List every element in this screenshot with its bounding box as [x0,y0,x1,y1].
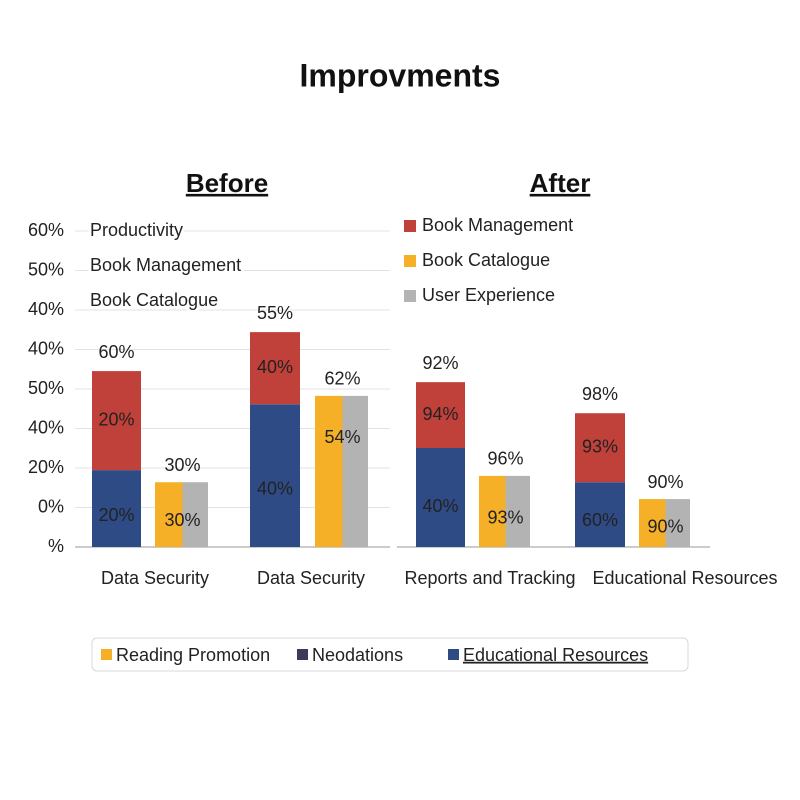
bar [505,475,530,547]
note: Productivity [90,220,183,240]
chart-title: Improvments [300,57,501,93]
value-label: 20% [98,409,134,429]
legend-swatch [448,649,459,660]
x-tick-label: Educational Resources [592,568,777,588]
bar-segment [575,413,625,483]
x-tick-label: Data Security [101,568,209,588]
value-label: 54% [324,427,360,447]
bar [155,482,183,547]
value-label: 93% [487,507,523,527]
panel-title: Before [186,168,268,198]
note: Book Catalogue [90,290,218,310]
legend-label: Book Catalogue [422,250,550,270]
total-label: 55% [257,303,293,323]
total-label: 92% [422,353,458,373]
bar-segment [250,404,300,547]
legend-swatch [404,255,416,267]
note: Book Management [90,255,241,275]
bar [182,482,208,547]
total-label: 30% [164,455,200,475]
bar-segment [575,482,625,547]
bar-segment [92,371,141,471]
y-tick-label: 40% [28,299,64,319]
bar-segment [416,382,465,448]
legend-swatch [297,649,308,660]
bar [342,395,368,547]
bar [639,499,666,547]
bar-segment [416,447,465,547]
total-label: 98% [582,384,618,404]
value-label: 30% [164,510,200,530]
y-tick-label: 0% [38,496,64,516]
legend-swatch [404,290,416,302]
bar [479,475,506,547]
legend-label: Book Management [422,215,573,235]
y-tick-label: 40% [28,417,64,437]
total-label: 62% [324,369,360,389]
bar-segment [250,332,300,405]
value-label: 60% [582,510,618,530]
legend-label: Reading Promotion [116,645,270,665]
y-tick-label: 50% [28,378,64,398]
total-label: 60% [98,342,134,362]
bar [665,499,690,547]
legend-swatch [101,649,112,660]
bar-segment [92,470,141,547]
y-tick-label: 60% [28,220,64,240]
y-tick-label: 40% [28,338,64,358]
total-label: 90% [647,472,683,492]
value-label: 94% [422,404,458,424]
value-label: 93% [582,436,618,456]
y-tick-label: 50% [28,259,64,279]
value-label: 40% [422,496,458,516]
value-label: 20% [98,505,134,525]
x-tick-label: Data Security [257,568,365,588]
value-label: 40% [257,357,293,377]
legend-label: Educational Resources [463,645,648,665]
value-label: 40% [257,479,293,499]
legend-swatch [404,220,416,232]
total-label: 96% [487,449,523,469]
bar [315,395,343,547]
value-label: 90% [647,517,683,537]
y-tick-label: % [48,536,64,556]
panel-title: After [530,168,591,198]
y-tick-label: 20% [28,457,64,477]
legend-label: Neodations [312,645,403,665]
legend-box [91,637,689,672]
legend-label: User Experience [422,285,555,305]
x-tick-label: Reports and Tracking [404,568,575,588]
